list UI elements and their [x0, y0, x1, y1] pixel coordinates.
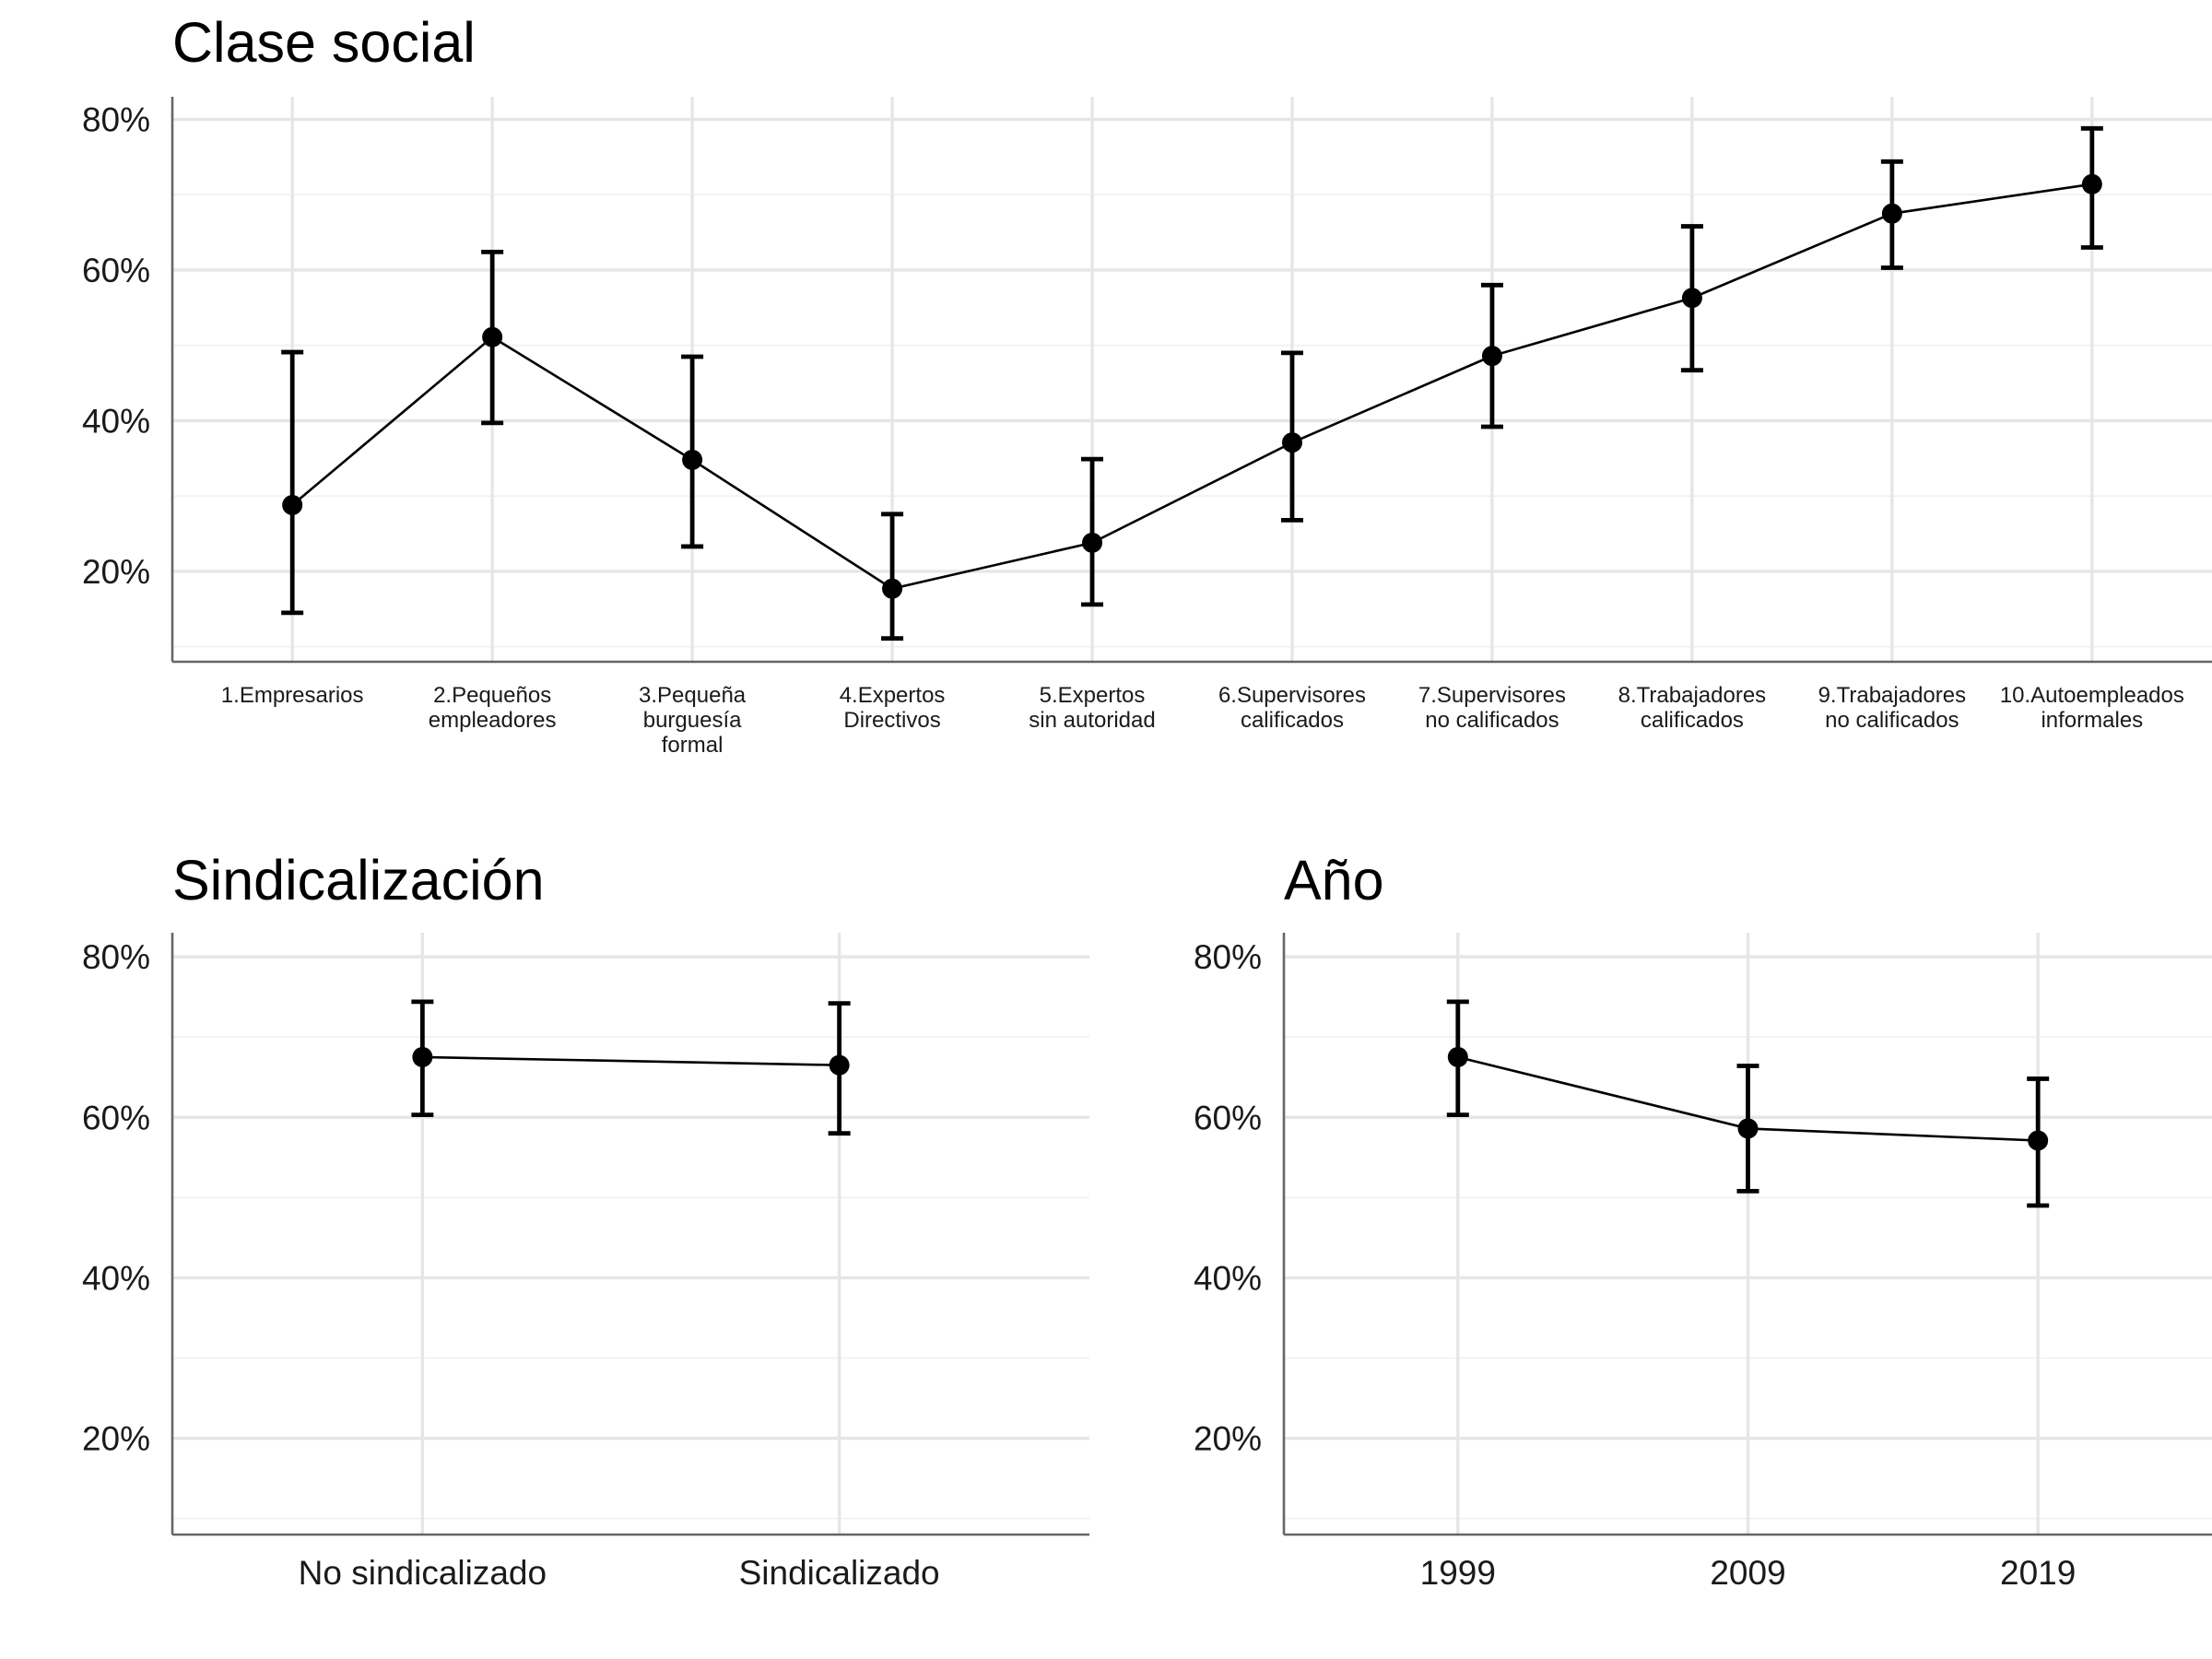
y-tick-label: 20%: [82, 1420, 150, 1458]
x-tick-label: 4.Expertos Directivos: [840, 683, 946, 733]
x-tick-label: 1999: [1420, 1554, 1496, 1592]
x-tick-label: Sindicalizado: [739, 1554, 940, 1592]
x-tick-label: 5.Expertos sin autoridad: [1029, 683, 1155, 733]
data-point: [2028, 1130, 2049, 1151]
data-point: [1082, 532, 1103, 553]
y-tick-label: 20%: [1194, 1420, 1262, 1458]
error-bar: [1081, 456, 1104, 607]
y-tick-label: 20%: [82, 553, 150, 591]
y-tick-label: 80%: [1194, 938, 1262, 976]
data-point: [282, 494, 303, 515]
data-point: [682, 449, 703, 470]
panel-title: Año: [1284, 849, 1384, 912]
x-tick-label: 7.Supervisores no calificados: [1418, 683, 1566, 733]
x-tick-label: 9.Trabajadores no calificados: [1818, 683, 1967, 733]
data-point: [412, 1046, 433, 1067]
data-point: [1681, 288, 1702, 309]
panel-title: Clase social: [172, 11, 476, 74]
x-tick-label: No sindicalizado: [299, 1554, 547, 1592]
y-tick-label: 60%: [82, 252, 150, 289]
x-tick-label: 2019: [2000, 1554, 2076, 1592]
y-tick-label: 80%: [82, 938, 150, 976]
y-tick-label: 80%: [82, 101, 150, 139]
data-point: [1281, 432, 1302, 453]
data-point: [829, 1054, 850, 1076]
panel-sindicalizacion: Sindicalización 20% 40% 60% 80% No sindicali…: [82, 849, 1089, 1592]
x-tick-label: 2009: [1710, 1554, 1785, 1592]
data-point: [1881, 203, 1902, 224]
panel-title: Sindicalización: [172, 849, 545, 912]
x-tick-label: 1.Empresarios: [221, 683, 364, 708]
data-point: [1447, 1046, 1468, 1067]
series-line: [291, 182, 2093, 591]
data-point: [1737, 1118, 1759, 1139]
data-point: [2081, 173, 2102, 194]
panel-clase-social: Clase social 20% 40% 60% 80% 1.Empresarios 2.…: [82, 11, 2212, 758]
error-bar: [881, 512, 904, 641]
series-line: [422, 1055, 840, 1066]
panel-anio: Año 20% 40% 60% 80% 1999 2009 2019: [1194, 849, 2212, 1592]
x-tick-label: 8.Trabajadores calificados: [1618, 683, 1767, 733]
y-tick-label: 60%: [1194, 1099, 1262, 1136]
data-point: [1481, 346, 1502, 367]
y-tick-label: 40%: [82, 402, 150, 440]
y-tick-label: 40%: [1194, 1259, 1262, 1297]
data-point: [882, 578, 903, 599]
error-bar: [281, 349, 304, 616]
x-tick-label: 6.Supervisores calificados: [1218, 683, 1366, 733]
x-tick-label: 10.Autoempleados informales: [2000, 683, 2184, 733]
y-tick-label: 60%: [82, 1099, 150, 1136]
x-tick-label: 2.Pequeños empleadores: [429, 683, 557, 733]
x-tick-label: 3.Pequeña burguesía formal: [639, 683, 747, 758]
data-point: [482, 326, 503, 347]
y-tick-label: 40%: [82, 1259, 150, 1297]
